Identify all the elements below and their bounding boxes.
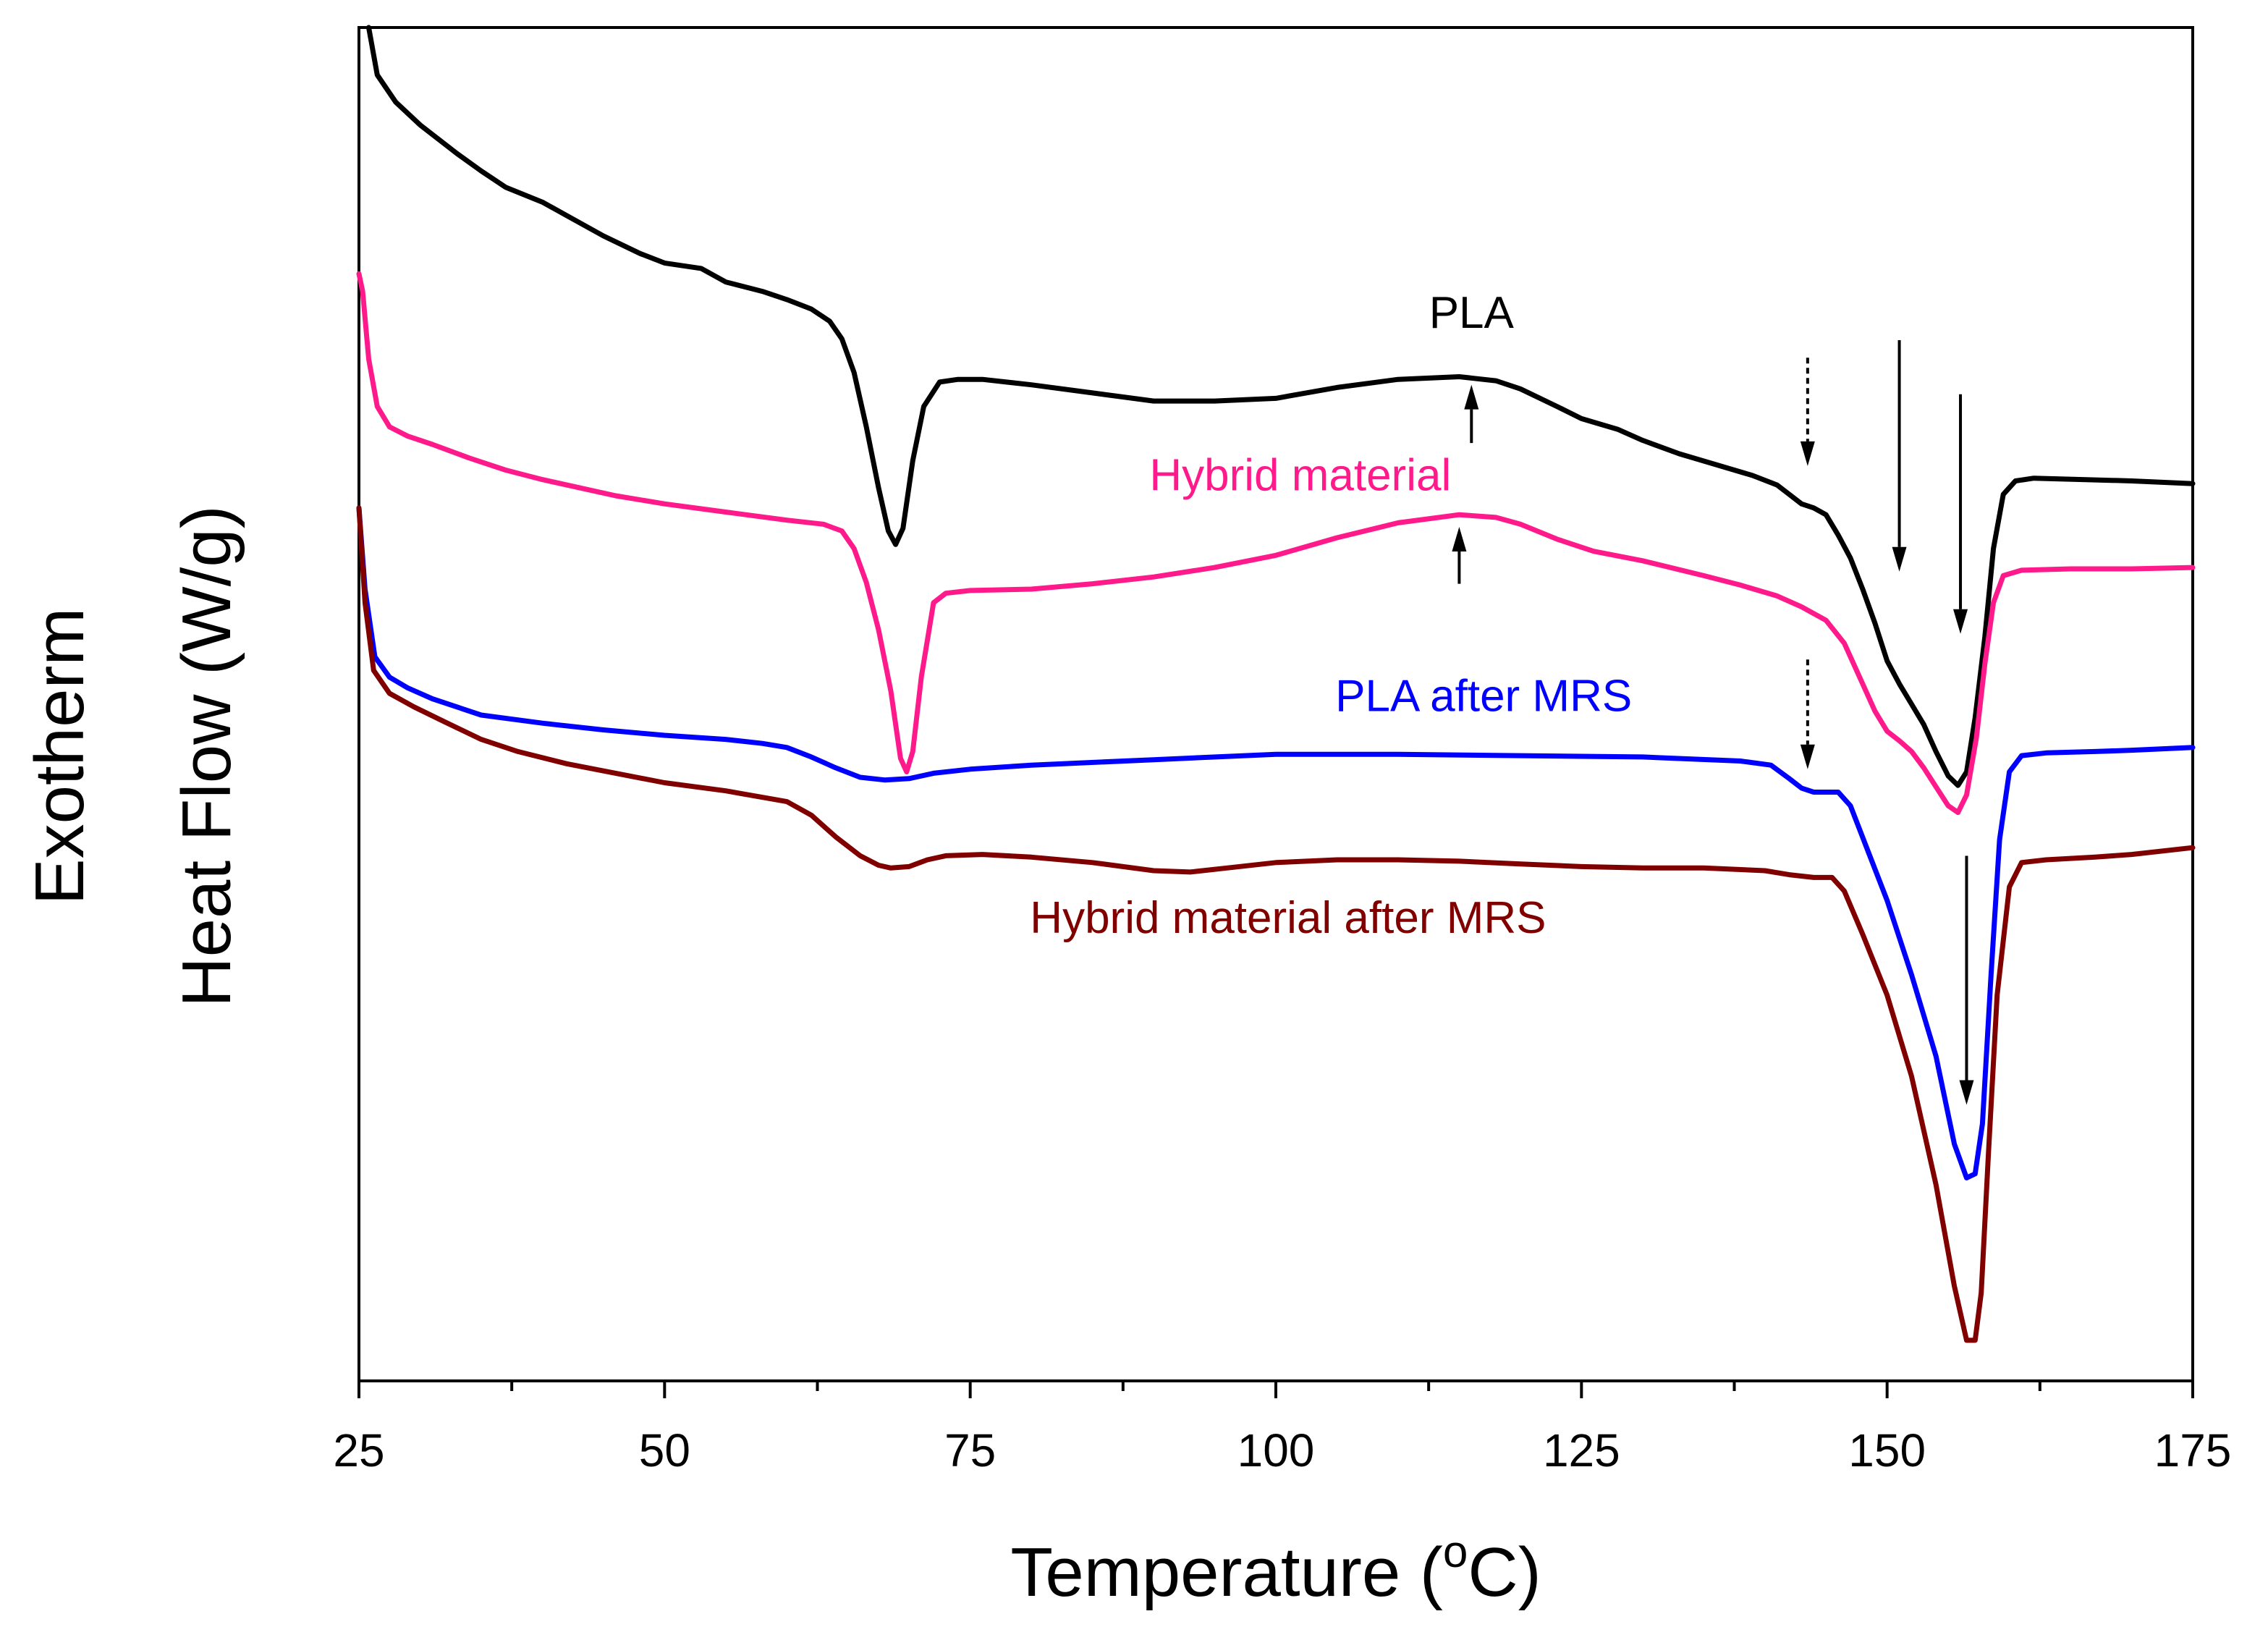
annotation-arrow-head [1800,441,1815,466]
series-label: PLA after MRS [1335,671,1632,721]
y-axis-label: Heat Flow (W/g) [168,505,245,1007]
x-tick-label: 50 [639,1424,690,1476]
annotation-arrow-head [1959,1080,1974,1105]
series-line-pla-after-mrs [356,505,2196,1180]
x-axis-label-degree: o [1443,1527,1468,1577]
series-line-hybrid-material [356,271,2196,816]
x-axis-label-unit: C) [1468,1534,1541,1611]
series-label: PLA [1429,288,1515,338]
x-tick-label: 175 [2154,1424,2232,1476]
annotation-arrow-head [1452,527,1467,552]
series-lines [356,25,2196,1343]
x-tick-label: 150 [1848,1424,1926,1476]
annotation-arrow-head [1800,744,1815,769]
x-tick-label: 125 [1543,1424,1620,1476]
x-tick-label: 25 [333,1424,384,1476]
x-axis-ticks: 25 50 75 100 125 150 175 [333,1381,2231,1476]
x-axis-label: Temperature (oC) [1010,1527,1541,1611]
x-tick-label: 100 [1237,1424,1315,1476]
annotation-arrow-head [1464,384,1479,410]
annotation-arrows [1452,339,1974,1105]
x-tick-label: 75 [944,1424,996,1476]
series-line-pla [366,25,2196,788]
annotation-arrow-head [1953,609,1968,634]
y-axis-exotherm-label: Exotherm [21,608,98,905]
annotation-arrow-head [1892,546,1907,572]
series-labels: PLA Hybrid material PLA after MRS Hybrid ma… [1030,288,1632,943]
series-line-hybrid-material-after-mrs [356,505,2196,1343]
series-label: Hybrid material [1149,451,1451,501]
x-axis-label-main: Temperature ( [1010,1534,1443,1611]
series-label: Hybrid material after MRS [1030,893,1546,943]
plot-area-frame [357,26,2194,1382]
